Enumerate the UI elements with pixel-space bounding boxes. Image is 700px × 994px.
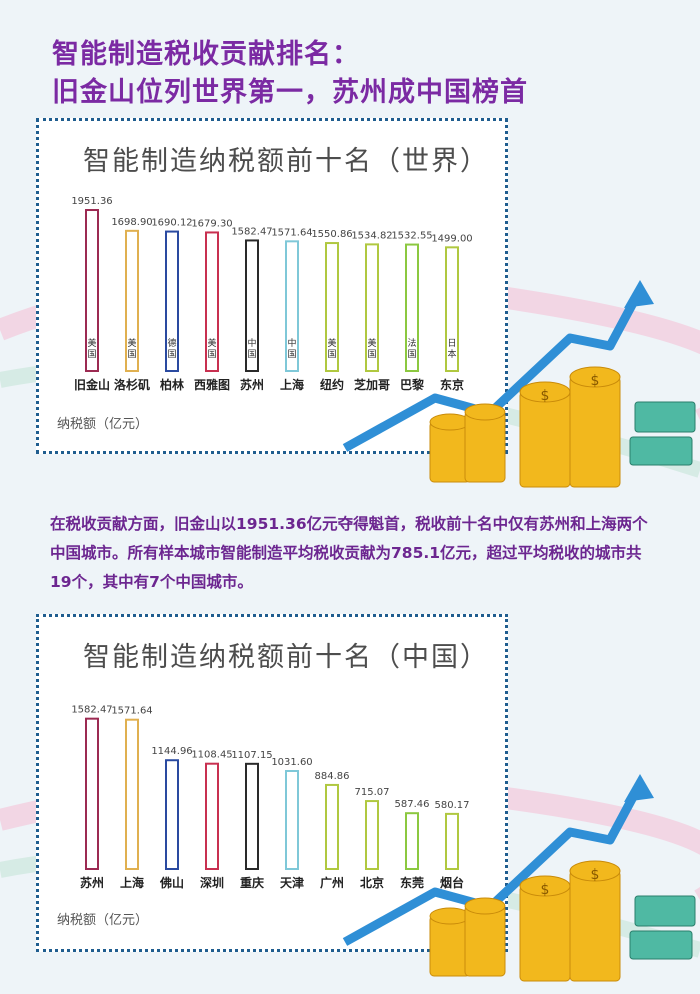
value-label-1: 1951.36 bbox=[71, 196, 112, 207]
bar-6 bbox=[285, 769, 299, 870]
bar-1 bbox=[85, 209, 99, 372]
svg-text:$: $ bbox=[591, 373, 600, 389]
headline-line1: 智能制造税收贡献排名： bbox=[52, 39, 360, 70]
value-label-6: 1571.64 bbox=[271, 227, 312, 238]
value-label-5: 1107.15 bbox=[231, 750, 272, 761]
country-label-1-a: 美 bbox=[87, 337, 96, 349]
value-label-7: 1550.86 bbox=[311, 229, 352, 240]
country-label-1-b: 国 bbox=[87, 349, 96, 360]
value-label-4: 1108.45 bbox=[191, 750, 232, 761]
value-label-10: 580.17 bbox=[435, 800, 470, 811]
category-label-6: 天津 bbox=[280, 875, 304, 890]
value-label-6: 1031.60 bbox=[271, 757, 312, 768]
country-label-5-b: 国 bbox=[247, 349, 256, 360]
country-label-6-a: 中 bbox=[287, 337, 296, 349]
category-label-7: 广州 bbox=[320, 875, 344, 890]
y-axis-label-china: 纳税额（亿元） bbox=[57, 913, 149, 928]
category-label-8: 芝加哥 bbox=[354, 377, 390, 392]
bar-7 bbox=[325, 783, 339, 870]
category-label-4: 深圳 bbox=[200, 875, 224, 890]
bar-4 bbox=[205, 231, 219, 372]
category-label-6: 上海 bbox=[280, 377, 304, 392]
category-label-5: 苏州 bbox=[240, 377, 264, 392]
category-label-7: 纽约 bbox=[320, 377, 344, 392]
country-label-3-b: 国 bbox=[167, 349, 176, 360]
category-label-10: 东京 bbox=[440, 377, 464, 392]
headline-line2: 旧金山位列世界第一，苏州成中国榜首 bbox=[52, 77, 528, 108]
value-label-7: 884.86 bbox=[315, 771, 350, 782]
country-label-4-a: 美 bbox=[207, 337, 216, 349]
value-label-4: 1679.30 bbox=[191, 218, 232, 229]
value-label-9: 1532.55 bbox=[391, 231, 432, 242]
value-label-10: 1499.00 bbox=[431, 233, 472, 244]
bar-7 bbox=[325, 242, 339, 372]
bar-9 bbox=[405, 243, 419, 372]
body-paragraph: 在税收贡献方面，旧金山以1951.36亿元夺得魁首，税收前十名中仅有苏州和上海两… bbox=[50, 515, 648, 591]
value-label-9: 587.46 bbox=[395, 799, 430, 810]
country-label-5-a: 中 bbox=[247, 337, 256, 349]
bar-1 bbox=[85, 717, 99, 871]
bar-4 bbox=[205, 762, 219, 870]
y-axis-label-world: 纳税额（亿元） bbox=[57, 417, 149, 432]
category-label-4: 西雅图 bbox=[194, 377, 230, 392]
headline: 智能制造税收贡献排名： 旧金山位列世界第一，苏州成中国榜首 bbox=[52, 36, 672, 112]
category-label-2: 洛杉矶 bbox=[114, 377, 150, 392]
bar-6 bbox=[285, 240, 299, 372]
bar-8 bbox=[365, 800, 379, 870]
chart-world: 1951.36旧金山美国1698.90洛杉矶美国1690.12柏林德国1679.… bbox=[71, 196, 472, 392]
category-label-1: 苏州 bbox=[80, 875, 104, 890]
bar-2 bbox=[125, 718, 139, 870]
category-label-10: 烟台 bbox=[440, 875, 464, 890]
value-label-2: 1571.64 bbox=[111, 706, 152, 717]
category-label-3: 佛山 bbox=[159, 875, 184, 890]
chart-china: 1582.47 苏州 1571.64 上海 1144.96 佛山 1108.45 深圳 1107… bbox=[71, 705, 470, 890]
country-label-6-b: 国 bbox=[287, 349, 296, 360]
coin-stack-icon-top: $ $ bbox=[429, 366, 696, 488]
country-label-9-b: 国 bbox=[407, 349, 416, 360]
chart-title-china: 智能制造纳税额前十名（中国） bbox=[83, 642, 489, 673]
coin-stack-icon-bottom: $ $ bbox=[429, 860, 696, 982]
bar-10 bbox=[445, 812, 459, 870]
value-label-2: 1698.90 bbox=[111, 217, 152, 228]
country-label-2-b: 国 bbox=[127, 349, 136, 360]
bar-2 bbox=[125, 229, 139, 373]
svg-text:$: $ bbox=[591, 867, 600, 883]
category-label-1: 旧金山 bbox=[74, 377, 110, 392]
country-label-10-a: 日 bbox=[447, 338, 456, 349]
bar-3 bbox=[165, 759, 179, 871]
value-label-3: 1690.12 bbox=[151, 218, 192, 229]
bar-5 bbox=[245, 239, 259, 372]
category-label-9: 巴黎 bbox=[400, 377, 424, 392]
country-label-9-a: 法 bbox=[407, 337, 416, 349]
country-label-7-b: 国 bbox=[327, 349, 336, 360]
chart-title-world: 智能制造纳税额前十名（世界） bbox=[83, 146, 489, 177]
country-label-7-a: 美 bbox=[327, 337, 336, 349]
country-label-3-a: 德 bbox=[167, 337, 176, 349]
svg-text:$: $ bbox=[541, 882, 550, 898]
category-label-9: 东莞 bbox=[400, 875, 424, 890]
category-label-5: 重庆 bbox=[240, 875, 264, 890]
value-label-8: 715.07 bbox=[355, 787, 390, 798]
value-label-3: 1144.96 bbox=[151, 746, 192, 757]
bar-5 bbox=[245, 762, 259, 871]
value-label-5: 1582.47 bbox=[231, 226, 272, 237]
country-label-8-a: 美 bbox=[367, 337, 376, 349]
country-label-8-b: 国 bbox=[367, 349, 376, 360]
bar-3 bbox=[165, 230, 179, 373]
category-label-3: 柏林 bbox=[160, 377, 184, 392]
bar-8 bbox=[365, 243, 379, 372]
category-label-2: 上海 bbox=[120, 875, 144, 890]
bar-9 bbox=[405, 812, 419, 870]
bar-10 bbox=[445, 246, 459, 372]
category-label-8: 北京 bbox=[360, 875, 384, 890]
value-label-1: 1582.47 bbox=[71, 705, 112, 716]
svg-text:$: $ bbox=[541, 388, 550, 404]
value-label-8: 1534.82 bbox=[351, 230, 392, 241]
country-label-4-b: 国 bbox=[207, 349, 216, 360]
growth-arrow-bottom bbox=[342, 774, 654, 946]
growth-arrow-top bbox=[342, 280, 654, 452]
country-label-10-b: 本 bbox=[447, 348, 456, 360]
country-label-2-a: 美 bbox=[127, 337, 136, 349]
